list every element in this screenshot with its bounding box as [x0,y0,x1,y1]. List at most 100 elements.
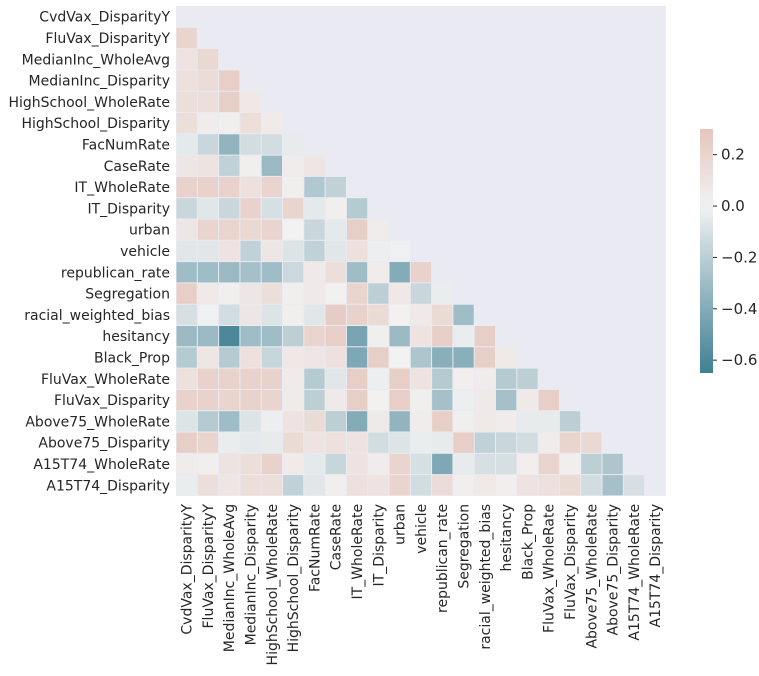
heatmap-cell [176,368,197,389]
heatmap-cell [410,475,432,496]
heatmap-cell [496,475,517,496]
heatmap-cell [559,475,581,496]
masked-cell [602,70,623,91]
masked-cell [474,134,495,155]
masked-cell [581,389,602,411]
heatmap-cell [389,262,410,283]
masked-cell [581,262,602,283]
heatmap-cell [176,134,197,155]
heatmap-cell [538,411,559,432]
masked-cell [346,70,368,91]
masked-cell [581,6,602,27]
heatmap-cell [453,326,474,347]
heatmap-cell [304,411,325,432]
masked-cell [623,27,645,49]
masked-cell [581,368,602,389]
masked-cell [559,91,581,112]
heatmap-cell [581,475,602,496]
heatmap-cell [304,283,325,304]
heatmap-cell [517,411,538,432]
masked-cell [432,113,453,134]
heatmap-cell [496,432,517,453]
heatmap-cell [453,304,474,325]
heatmap-cell [325,368,346,389]
heatmap-cell [219,91,240,112]
masked-cell [517,262,538,283]
heatmap-cell [517,475,538,496]
heatmap-cell [176,240,197,262]
heatmap-cell [197,91,219,112]
column-label: racial_weighted_bias [478,504,494,650]
masked-cell [559,389,581,411]
heatmap-cell [283,155,304,176]
heatmap-cell [240,411,261,432]
masked-cell [602,198,623,219]
heatmap-cell [283,453,304,475]
masked-cell [389,70,410,91]
masked-cell [368,155,389,176]
masked-cell [559,176,581,198]
masked-cell [496,219,517,240]
masked-cell [602,134,623,155]
heatmap-cell [410,304,432,325]
heatmap-cell [325,347,346,368]
heatmap-cell [176,91,197,112]
heatmap-cell [197,155,219,176]
masked-cell [538,262,559,283]
heatmap-cell [197,475,219,496]
heatmap-cell [219,198,240,219]
heatmap-cell [368,475,389,496]
heatmap-cell [432,475,453,496]
masked-cell [645,389,666,411]
heatmap-cell [304,432,325,453]
masked-cell [538,49,559,70]
heatmap-cell [219,70,240,91]
masked-cell [645,113,666,134]
row-label: urban [129,223,170,239]
colorbar-tick-label: 0.2 [721,146,745,164]
masked-cell [517,134,538,155]
masked-cell [453,283,474,304]
masked-cell [389,219,410,240]
column-label: Black_Prop [520,504,536,580]
masked-cell [517,176,538,198]
heatmap-cell [219,347,240,368]
heatmap-cell [283,304,304,325]
masked-cell [581,326,602,347]
masked-cell [368,49,389,70]
masked-cell [240,6,261,27]
heatmap-cell [304,304,325,325]
heatmap-cell [538,475,559,496]
masked-cell [602,262,623,283]
heatmap-cell [368,411,389,432]
masked-cell [623,49,645,70]
masked-cell [389,27,410,49]
masked-cell [645,304,666,325]
masked-cell [496,240,517,262]
heatmap-cell [304,347,325,368]
masked-cell [496,176,517,198]
masked-cell [623,432,645,453]
heatmap-cell [581,453,602,475]
masked-cell [623,283,645,304]
heatmap-cell [197,347,219,368]
masked-cell [304,70,325,91]
heatmap-cell [325,176,346,198]
masked-cell [645,91,666,112]
heatmap-cell [410,368,432,389]
heatmap-cell [389,389,410,411]
heatmap-cell [261,240,282,262]
column-label: IT_WholeRate [350,504,366,600]
masked-cell [623,389,645,411]
masked-cell [496,155,517,176]
masked-cell [538,70,559,91]
masked-cell [645,432,666,453]
heatmap-cell [432,326,453,347]
heatmap-cell [261,262,282,283]
masked-cell [581,134,602,155]
masked-cell [645,134,666,155]
masked-cell [559,368,581,389]
masked-cell [346,91,368,112]
heatmap-cell [559,432,581,453]
heatmap-cell [219,176,240,198]
